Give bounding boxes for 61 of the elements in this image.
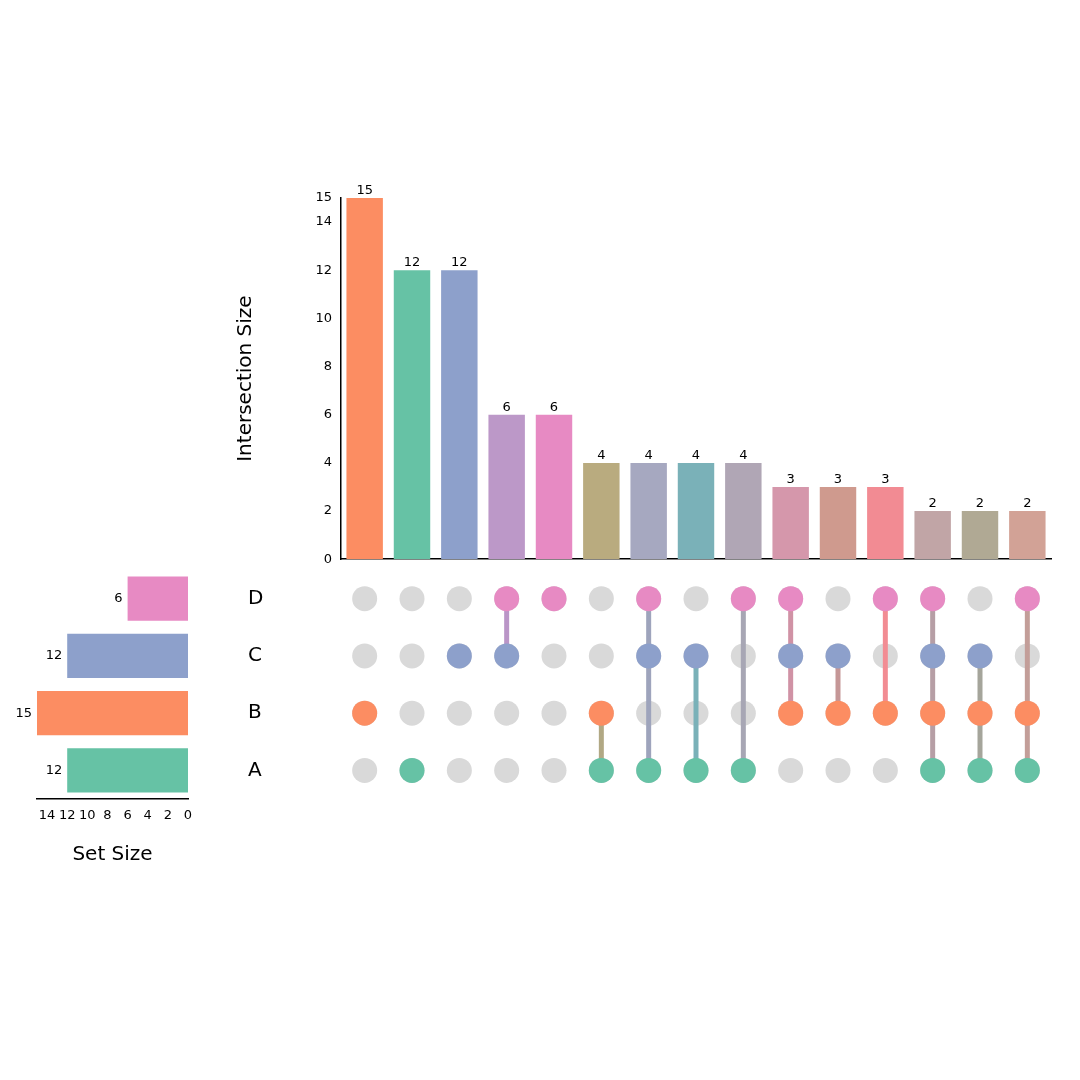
data-label: 4 — [644, 446, 653, 462]
bar — [535, 414, 573, 560]
y-tick-label: 14 — [315, 213, 332, 229]
bar — [867, 486, 904, 560]
data-label: 6 — [549, 398, 559, 414]
data-label: 2 — [928, 494, 937, 510]
y-tick-label: A — [248, 756, 262, 781]
data-label: 12 — [45, 647, 63, 663]
data-label: 15 — [15, 704, 32, 720]
data-label: 2 — [1023, 494, 1032, 510]
bar — [127, 576, 188, 621]
bar — [441, 270, 478, 560]
x-tick-label: 14 — [38, 807, 56, 823]
y-axis-title: Intersection Size — [232, 295, 257, 462]
bar — [393, 270, 431, 560]
x-tick-label: 2 — [163, 807, 173, 823]
bar — [677, 462, 715, 560]
bar — [961, 511, 999, 560]
y-tick-label: 15 — [315, 189, 332, 205]
y-tick-label: D — [248, 584, 264, 609]
bar — [346, 198, 383, 560]
data-label: 4 — [739, 446, 748, 462]
x-tick-label: 12 — [58, 807, 76, 823]
bar — [583, 462, 620, 560]
x-tick-label: 0 — [183, 807, 193, 823]
data-label: 12 — [451, 254, 468, 270]
data-label: 4 — [691, 446, 701, 462]
data-label: 4 — [597, 446, 606, 462]
bar — [819, 486, 857, 560]
data-label: 3 — [881, 470, 890, 486]
y-tick-label: 2 — [323, 502, 332, 518]
bar — [67, 748, 188, 793]
bar — [37, 691, 188, 736]
x-tick-label: 8 — [103, 807, 112, 823]
bar — [630, 462, 667, 560]
x-axis-title: Set Size — [72, 841, 153, 866]
bar — [772, 486, 809, 560]
bar — [725, 462, 762, 560]
y-tick-label: 12 — [315, 261, 332, 277]
x-tick-label: 10 — [79, 807, 96, 823]
data-label: 3 — [786, 470, 795, 486]
data-label: 12 — [45, 761, 63, 777]
y-tick-label: 8 — [323, 357, 332, 373]
y-tick-label: 10 — [315, 309, 332, 325]
data-label: 2 — [975, 494, 985, 510]
y-tick-label: 6 — [323, 406, 332, 422]
x-tick-label: 4 — [143, 807, 152, 823]
data-label: 6 — [502, 398, 511, 414]
data-label: 15 — [356, 181, 373, 197]
x-tick-label: 6 — [123, 807, 132, 823]
data-label: 3 — [833, 470, 843, 486]
bar — [488, 414, 525, 560]
bar — [914, 511, 951, 560]
data-label: 12 — [403, 254, 421, 270]
y-tick-label: 4 — [323, 454, 332, 470]
data-label: 6 — [114, 590, 123, 605]
y-tick-label: 0 — [323, 550, 332, 566]
y-tick-label: B — [248, 699, 262, 724]
bar — [67, 633, 188, 678]
bar — [1009, 511, 1046, 560]
y-tick-label: C — [248, 642, 262, 667]
